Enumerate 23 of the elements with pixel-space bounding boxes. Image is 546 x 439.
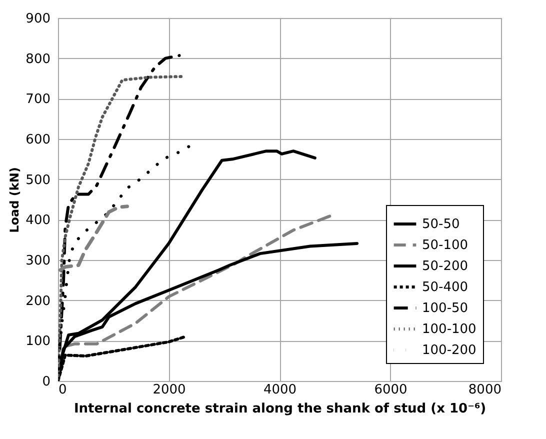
- y-tick-label: 500: [26, 172, 50, 188]
- y-tick-label: 800: [26, 52, 50, 67]
- y-tick-label: 200: [26, 294, 50, 309]
- legend-label: 50-100: [422, 238, 468, 253]
- y-tick-label: 100: [26, 334, 50, 350]
- x-tick-label: 8000: [468, 382, 502, 398]
- x-tick-label: 4000: [263, 382, 297, 398]
- x-axis-title: Internal concrete strain along the shank of stud (x 10⁻⁶): [74, 402, 486, 416]
- y-tick-label: 700: [26, 92, 50, 108]
- legend-label: 50-200: [422, 259, 468, 274]
- x-tick-label: 2000: [152, 382, 186, 398]
- x-tick-label: 6000: [374, 382, 408, 398]
- legend-label: 50-400: [422, 280, 468, 295]
- y-tick-label: 600: [26, 132, 50, 148]
- x-tick-label: 0: [58, 382, 67, 398]
- legend-label: 100-100: [422, 322, 476, 337]
- legend-label: 100-50: [422, 301, 468, 316]
- y-tick-label: 900: [26, 12, 50, 26]
- y-axis-title: Load (kN): [8, 167, 22, 233]
- legend-label: 100-200: [422, 343, 476, 358]
- y-tick-label: 300: [26, 254, 50, 268]
- y-tick-label: 400: [26, 213, 50, 228]
- legend-label: 50-50: [422, 217, 460, 232]
